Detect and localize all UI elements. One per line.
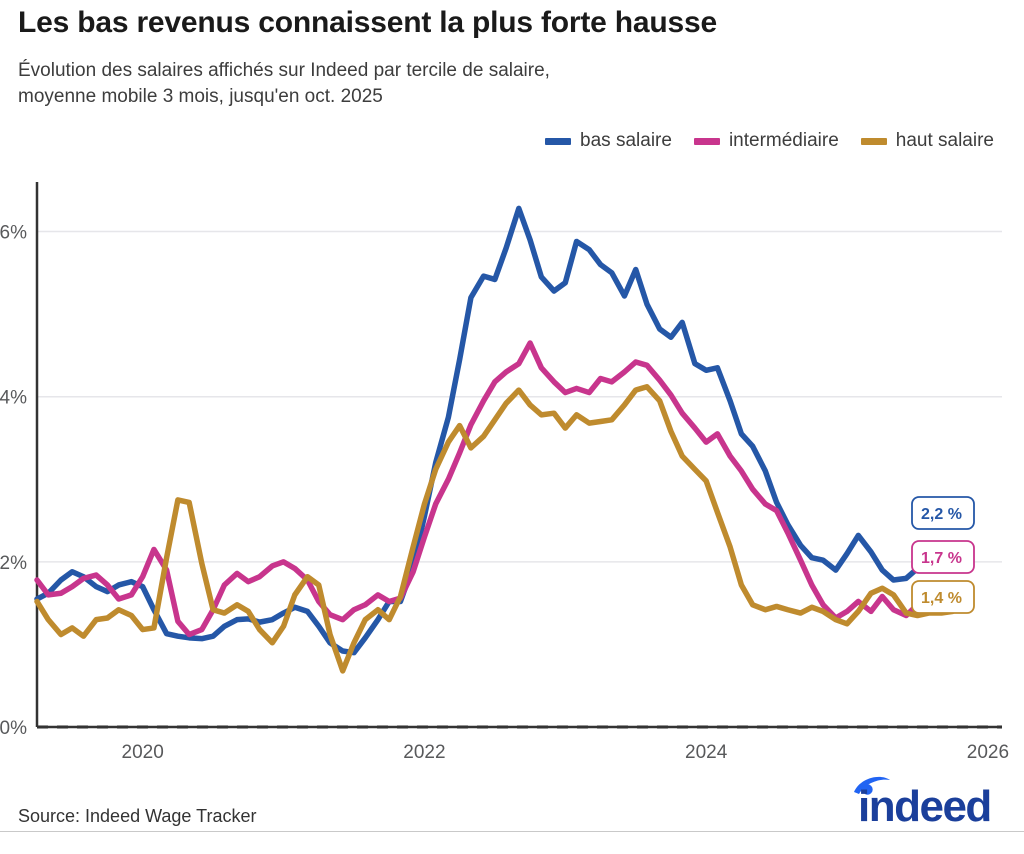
y-tick-label: 0%	[0, 718, 27, 739]
legend-item-bas-salaire[interactable]: bas salaire	[545, 130, 672, 152]
end-label-value: 1,7 %	[921, 550, 962, 567]
footer-divider	[0, 831, 1024, 832]
legend-swatch-icon	[860, 137, 887, 145]
series-line-bas-salaire	[34, 205, 956, 656]
end-value-labels: 2,2 % 1,7 % 1,4 %	[911, 496, 975, 614]
legend-item-haut-salaire[interactable]: haut salaire	[860, 130, 994, 152]
legend-swatch-icon	[545, 137, 572, 145]
y-tick-labels: 0% 2% 4% 6%	[0, 223, 27, 739]
y-tick-label: 6%	[0, 223, 27, 244]
indeed-logo: indeed	[854, 776, 992, 826]
x-tick-label: 2026	[967, 742, 1009, 763]
end-label-box	[911, 580, 975, 614]
chart-legend: bas salaire intermédiaire haut salaire	[545, 130, 994, 152]
end-label-box	[911, 496, 975, 530]
chart-subtitle: Évolution des salaires affichés sur Inde…	[18, 60, 550, 107]
legend-swatch-icon	[693, 137, 720, 145]
x-tick-labels: 2020 2022 2024 2026	[122, 742, 1010, 763]
y-tick-label: 2%	[0, 553, 27, 574]
svg-text:indeed: indeed	[858, 782, 991, 826]
series-line-haut-salaire	[34, 384, 956, 674]
end-label-box	[911, 540, 975, 574]
y-tick-label: 4%	[0, 388, 27, 409]
chart-area: 0% 2% 4% 6% 2020 2022 2024 2026 2,2 % 1,7 % 1,4 …	[0, 182, 1010, 763]
line-chart-svg: 0% 2% 4% 6% 2020 2022 2024 2026 2,2 % 1,7 % 1,4 …	[0, 182, 1010, 763]
x-tick-label: 2022	[403, 742, 445, 763]
series-line-intermédiaire	[34, 340, 956, 638]
x-tick-label: 2024	[685, 742, 728, 763]
legend-label: bas salaire	[580, 130, 672, 151]
source-note: Source: Indeed Wage Tracker	[18, 806, 257, 826]
legend-label: intermédiaire	[728, 130, 839, 151]
end-label-value: 1,4 %	[921, 590, 962, 607]
legend-item-intermediaire[interactable]: intermédiaire	[693, 130, 839, 152]
legend-label: haut salaire	[895, 130, 994, 151]
series-lines	[34, 205, 956, 674]
x-tick-label: 2020	[122, 742, 164, 763]
gridlines	[37, 230, 1002, 563]
end-label-value: 2,2 %	[921, 506, 962, 523]
page-title: Les bas revenus connaissent la plus fort…	[18, 6, 717, 39]
